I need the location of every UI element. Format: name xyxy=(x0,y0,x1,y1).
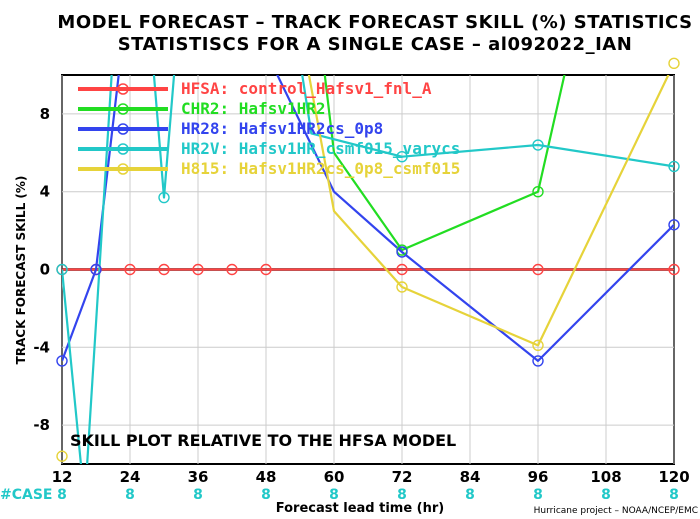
legend-marker xyxy=(117,123,129,135)
series-marker xyxy=(668,57,680,70)
case-count: 8 xyxy=(125,487,135,503)
series-markers xyxy=(56,57,680,462)
case-count: 8 xyxy=(329,487,339,503)
x-tick-labels: 12 24 36 48 60 72 84 96 108 120 xyxy=(52,468,690,486)
y-tick-label: -8 xyxy=(33,416,50,434)
series-marker xyxy=(396,246,408,258)
x-tick-label: 108 xyxy=(590,468,621,486)
series-marker xyxy=(226,263,238,276)
legend-label: CHR2: Hafsv1HR2 xyxy=(181,99,326,118)
series-marker xyxy=(532,355,544,367)
series-marker xyxy=(124,263,136,276)
case-count: 8 xyxy=(193,487,203,503)
series-marker xyxy=(396,281,408,293)
credit-text: Hurricane project – NOAA/NCEP/EMC xyxy=(534,506,698,516)
case-count: 8 xyxy=(669,487,679,503)
case-count: 8 xyxy=(601,487,611,503)
case-count: 8 xyxy=(465,487,475,503)
series-marker xyxy=(192,263,204,276)
y-tick-label: 0 xyxy=(40,261,50,279)
legend-marker xyxy=(117,83,129,95)
series-line xyxy=(323,75,566,252)
case-count: 8 xyxy=(57,487,67,503)
case-count: 8 xyxy=(261,487,271,503)
x-tick-label: 96 xyxy=(528,468,549,486)
x-tick-label: 60 xyxy=(324,468,345,486)
series-lines xyxy=(62,75,674,464)
legend-marker xyxy=(117,103,129,115)
chart-title: MODEL FORECAST – TRACK FORECAST SKILL (%… xyxy=(57,12,692,33)
series-line xyxy=(307,75,670,347)
series-marker xyxy=(158,263,170,276)
legend-marker xyxy=(117,163,129,175)
case-count-row: 8 8 8 8 8 8 8 8 8 8 xyxy=(57,487,679,503)
series-marker xyxy=(532,185,544,198)
series-marker xyxy=(532,339,544,352)
x-axis-label: Forecast lead time (hr) xyxy=(276,501,444,516)
series-marker xyxy=(158,191,170,204)
x-tick-label: 120 xyxy=(658,468,689,486)
case-label: #CASE xyxy=(0,487,53,503)
series-marker xyxy=(260,263,272,276)
skill-annotation: SKILL PLOT RELATIVE TO THE HFSA MODEL xyxy=(70,431,456,450)
x-tick-label: 24 xyxy=(120,468,141,486)
series-marker xyxy=(668,219,680,231)
series-marker xyxy=(56,450,68,462)
series-marker xyxy=(396,263,408,276)
y-tick-label: 8 xyxy=(40,105,50,123)
chart-subtitle: STATISTISCS FOR A SINGLE CASE – al092022… xyxy=(118,34,633,55)
legend-label: HR28: Hafsv1HR2cs_0p8 xyxy=(181,119,383,138)
case-count: 8 xyxy=(533,487,543,503)
series-marker xyxy=(56,355,68,367)
series-line xyxy=(62,75,674,464)
x-tick-label: 72 xyxy=(392,468,413,486)
legend-label: HR2V: Hafsv1HR_csmf015_varycs xyxy=(181,139,460,158)
series-marker xyxy=(396,150,408,163)
y-tick-label: -4 xyxy=(33,338,50,356)
y-axis-label: TRACK FORECAST SKILL (%) xyxy=(14,176,28,365)
x-tick-label: 84 xyxy=(460,468,481,486)
x-tick-label: 48 xyxy=(256,468,277,486)
y-tick-labels: -8 -4 0 4 8 xyxy=(33,105,50,434)
legend-label: HFSA: control_Hafsv1_fnl_A xyxy=(181,79,432,98)
series-marker xyxy=(532,139,544,151)
series-marker xyxy=(56,263,68,276)
legend-marker xyxy=(117,143,129,155)
x-tick-label: 36 xyxy=(188,468,209,486)
y-tick-label: 4 xyxy=(40,183,50,201)
legend-label: H815: Hafsv1HR2cs_0p8_csmf015 xyxy=(181,159,460,178)
series-marker xyxy=(668,160,680,173)
case-count: 8 xyxy=(397,487,407,503)
x-tick-label: 12 xyxy=(52,468,73,486)
series-marker xyxy=(90,263,102,276)
series-marker xyxy=(532,263,544,276)
series-marker xyxy=(668,263,680,276)
